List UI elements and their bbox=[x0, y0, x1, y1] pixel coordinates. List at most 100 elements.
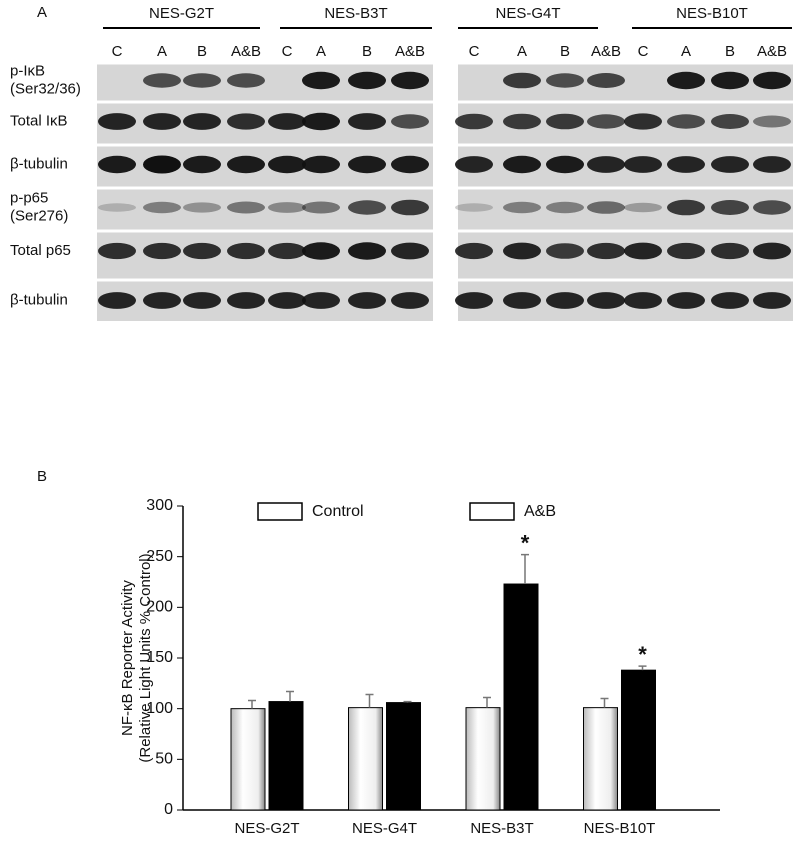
blot-band bbox=[98, 155, 136, 174]
blot-band bbox=[227, 73, 265, 88]
blot-band bbox=[227, 242, 265, 260]
panel-label: A bbox=[37, 4, 47, 21]
error-bar bbox=[521, 553, 529, 585]
blot-band bbox=[98, 292, 136, 309]
error-bar bbox=[638, 665, 647, 671]
blot-band bbox=[587, 201, 625, 214]
row-label: (Ser276) bbox=[10, 207, 68, 224]
blot-band bbox=[391, 114, 429, 129]
lane-label: B bbox=[197, 43, 207, 60]
blot-band bbox=[391, 71, 429, 90]
blot-band bbox=[143, 155, 181, 174]
y-tick-label: 200 bbox=[146, 599, 173, 616]
error-bar bbox=[365, 693, 374, 708]
blot-band bbox=[624, 292, 662, 309]
lane-label: A bbox=[517, 43, 527, 60]
blot-band bbox=[503, 242, 541, 260]
lane-label: C bbox=[112, 43, 123, 60]
blot-band bbox=[546, 73, 584, 88]
row-label: p-IκB bbox=[10, 62, 45, 79]
blot-band bbox=[348, 155, 386, 174]
blot-band bbox=[587, 114, 625, 129]
blot-band bbox=[667, 199, 705, 216]
blot-band bbox=[98, 113, 136, 130]
row-label: p-p65 bbox=[10, 189, 48, 206]
error-bar bbox=[403, 700, 412, 703]
blot-band bbox=[143, 73, 181, 88]
blot-band bbox=[546, 113, 584, 130]
blot-band bbox=[711, 200, 749, 215]
blot-panel bbox=[458, 63, 793, 321]
blot-band bbox=[98, 242, 136, 260]
blot-band bbox=[302, 242, 340, 260]
blot-band bbox=[667, 292, 705, 309]
blot-band bbox=[753, 200, 791, 215]
row-label: Total p65 bbox=[10, 242, 71, 259]
blot-band bbox=[183, 202, 221, 213]
blot-band bbox=[302, 112, 340, 131]
blot-band bbox=[302, 71, 340, 90]
blot-band bbox=[503, 113, 541, 130]
blot-band bbox=[348, 242, 386, 260]
lane-label: B bbox=[560, 43, 570, 60]
blot-band bbox=[624, 113, 662, 130]
blot-band bbox=[455, 113, 493, 130]
blot-band bbox=[302, 155, 340, 174]
blot-band bbox=[227, 113, 265, 130]
error-bar bbox=[248, 699, 256, 709]
blot-band bbox=[391, 199, 429, 216]
blot-band bbox=[391, 155, 429, 174]
blot-band bbox=[302, 201, 340, 214]
blot-band bbox=[227, 292, 265, 309]
blot-band bbox=[503, 155, 541, 174]
lane-label: A&B bbox=[591, 43, 621, 60]
blot-band bbox=[711, 114, 749, 129]
lane-label: A bbox=[316, 43, 326, 60]
lane-label: C bbox=[282, 43, 293, 60]
y-tick-label: 0 bbox=[164, 801, 173, 818]
group-label: NES-B10T bbox=[676, 5, 748, 22]
blot-band bbox=[753, 292, 791, 309]
lane-label: C bbox=[469, 43, 480, 60]
blot-band bbox=[546, 292, 584, 309]
bar bbox=[268, 701, 304, 811]
error-bar bbox=[600, 697, 609, 708]
legend-label: Control bbox=[312, 503, 364, 520]
lane-label: C bbox=[638, 43, 649, 60]
y-tick-label: 150 bbox=[146, 649, 173, 666]
lane-label: A bbox=[157, 43, 167, 60]
blot-band bbox=[711, 292, 749, 309]
lane-label: A bbox=[681, 43, 691, 60]
y-tick-label: 250 bbox=[146, 548, 173, 565]
legend-swatch bbox=[257, 502, 303, 521]
blot-band bbox=[455, 203, 493, 212]
blot-band bbox=[546, 201, 584, 214]
blot-band bbox=[587, 292, 625, 309]
error-bar bbox=[286, 690, 294, 702]
blot-band bbox=[624, 242, 662, 260]
group-label: NES-B3T bbox=[324, 5, 387, 22]
significance-mark: * bbox=[521, 530, 530, 555]
blot-band bbox=[143, 242, 181, 260]
blot-band bbox=[183, 113, 221, 130]
blot-band bbox=[348, 200, 386, 215]
blot-band bbox=[753, 115, 791, 128]
blot-band bbox=[143, 292, 181, 309]
blot-band bbox=[753, 71, 791, 90]
blot-band bbox=[624, 156, 662, 173]
blot-panel bbox=[97, 63, 433, 321]
blot-band bbox=[268, 202, 306, 213]
blot-band bbox=[667, 156, 705, 173]
blot-band bbox=[302, 292, 340, 309]
y-tick-label: 300 bbox=[146, 497, 173, 514]
lane-label: A&B bbox=[757, 43, 787, 60]
row-label: β-tubulin bbox=[10, 291, 68, 308]
blot-band bbox=[455, 292, 493, 309]
blot-band bbox=[587, 156, 625, 173]
blot-band bbox=[546, 155, 584, 174]
bar bbox=[621, 669, 656, 811]
legend-swatch bbox=[469, 502, 515, 521]
legend-label: A&B bbox=[524, 503, 556, 520]
blot-band bbox=[227, 201, 265, 214]
